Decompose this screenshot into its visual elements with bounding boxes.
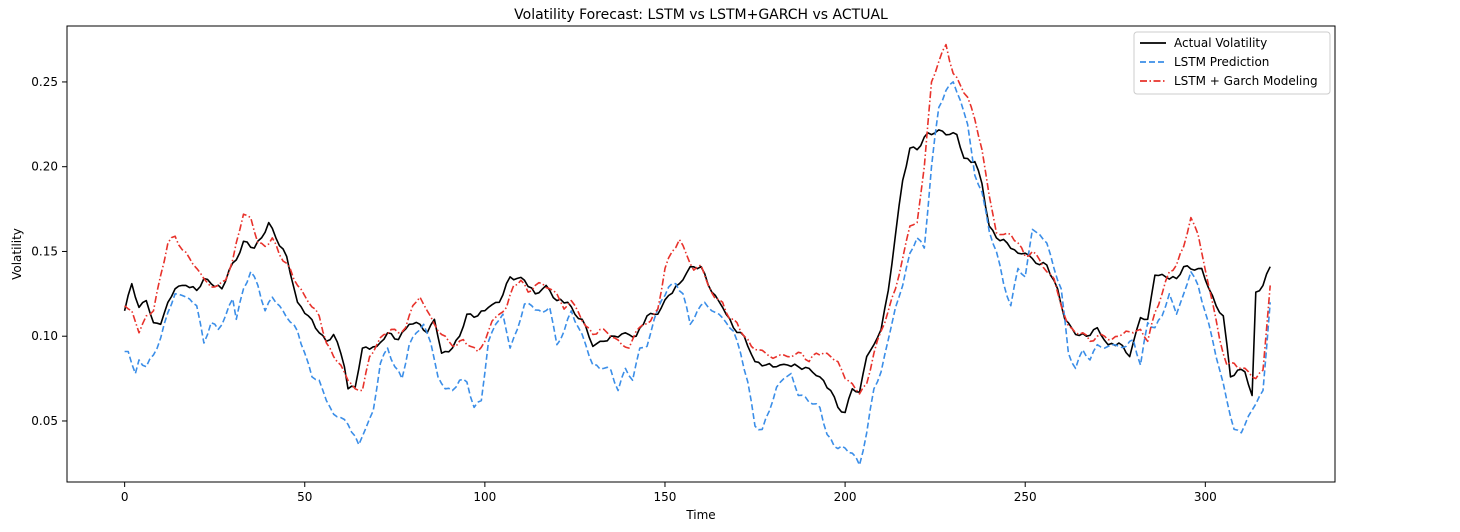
series-line-actual-volatility [123,129,1271,414]
y-axis-label: Volatility [10,228,24,280]
x-tick-label: 150 [654,490,677,504]
x-axis-label: Time [685,508,715,522]
series-layer [123,43,1271,466]
legend-label-actual: Actual Volatility [1174,36,1267,50]
legend-frame [1133,31,1331,95]
y-tick-label: 0.25 [31,75,58,89]
x-tick-label: 300 [1194,490,1217,504]
y-axis-ticks: 0.05 0.10 0.15 0.20 0.25 [31,75,67,428]
y-tick-label: 0.20 [31,160,58,174]
series-line-lstm-prediction [124,81,1271,466]
x-tick-label: 250 [1014,490,1037,504]
x-axis-ticks: 0 50 100 150 200 250 300 [121,482,1217,504]
y-tick-label: 0.05 [31,414,58,428]
series-line-lstm-garch-modeling [124,43,1271,395]
x-tick-label: 200 [834,490,857,504]
legend: Actual Volatility LSTM Prediction LSTM +… [1133,31,1331,95]
x-tick-label: 0 [121,490,129,504]
legend-label-garch: LSTM + Garch Modeling [1174,74,1318,88]
y-tick-label: 0.10 [31,329,58,343]
y-tick-label: 0.15 [31,244,58,258]
legend-label-lstm: LSTM Prediction [1174,55,1269,69]
plot-frame [66,25,1336,483]
x-tick-label: 100 [473,490,496,504]
chart-title: Volatility Forecast: LSTM vs LSTM+GARCH … [514,7,888,23]
x-tick-label: 50 [297,490,312,504]
